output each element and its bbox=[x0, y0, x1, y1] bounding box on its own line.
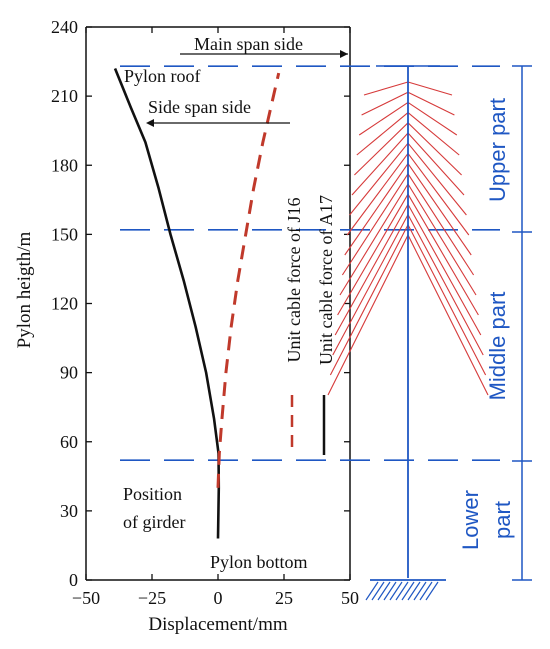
x-tick-label: 50 bbox=[341, 588, 359, 608]
cable-right bbox=[407, 173, 475, 276]
y-tick-label: 150 bbox=[51, 224, 78, 244]
hatch-mark bbox=[377, 581, 391, 601]
hatch-mark bbox=[401, 581, 415, 601]
ground-hatch bbox=[365, 581, 439, 601]
cable-left bbox=[358, 101, 409, 136]
cable-left bbox=[361, 91, 409, 116]
cable-right bbox=[407, 112, 460, 156]
hatch-mark bbox=[419, 581, 433, 601]
legend: Unit cable force of J16 Unit cable force… bbox=[284, 195, 336, 455]
cable-left bbox=[356, 112, 409, 156]
y-tick-label: 90 bbox=[60, 363, 78, 383]
cable-left bbox=[363, 81, 409, 96]
y-ticks: 0 30 60 90 120 150 180 210 240 bbox=[51, 17, 350, 590]
y-tick-label: 120 bbox=[51, 294, 78, 314]
hatch-mark bbox=[395, 581, 409, 601]
series-group bbox=[113, 67, 281, 539]
side-span-label: Side span side bbox=[148, 97, 251, 117]
pylon-bottom-label: Pylon bottom bbox=[210, 552, 308, 572]
cable-fan bbox=[327, 81, 489, 396]
cable-left bbox=[341, 173, 409, 276]
cable-left bbox=[346, 153, 409, 236]
cable-right bbox=[407, 204, 482, 336]
cable-left bbox=[337, 193, 409, 316]
cable-right bbox=[407, 214, 484, 356]
cable-right bbox=[407, 183, 477, 296]
cable-right bbox=[407, 163, 472, 256]
hatch-mark bbox=[413, 581, 427, 601]
cable-left bbox=[339, 183, 409, 296]
pylon-roof-label: Pylon roof bbox=[124, 66, 201, 86]
cable-right bbox=[407, 142, 467, 216]
hatch-mark bbox=[365, 581, 379, 601]
cable-left bbox=[351, 132, 409, 196]
cable-left bbox=[327, 234, 409, 396]
side-span-arrowhead bbox=[146, 119, 154, 127]
y-tick-label: 180 bbox=[51, 155, 78, 175]
y-tick-label: 210 bbox=[51, 86, 78, 106]
lower-part-label-line2: part bbox=[490, 501, 515, 539]
cable-left bbox=[334, 204, 409, 336]
lower-part-label-line1: Lower bbox=[458, 490, 483, 550]
y-tick-label: 60 bbox=[60, 432, 78, 452]
series-line-1 bbox=[216, 72, 281, 488]
y-tick-label: 0 bbox=[69, 570, 78, 590]
x-tick-label: −50 bbox=[72, 588, 100, 608]
cable-left bbox=[332, 214, 409, 356]
cable-right bbox=[407, 91, 455, 116]
cable-right bbox=[407, 81, 453, 96]
cable-right bbox=[407, 224, 487, 376]
x-tick-label: −25 bbox=[138, 588, 166, 608]
cable-left bbox=[354, 122, 409, 176]
legend-label-j16: Unit cable force of J16 bbox=[284, 198, 304, 363]
cable-left bbox=[329, 224, 409, 376]
cable-right bbox=[407, 101, 458, 136]
hatch-mark bbox=[383, 581, 397, 601]
main-span-label: Main span side bbox=[194, 34, 303, 54]
x-axis-label: Displacement/mm bbox=[148, 614, 288, 635]
y-tick-label: 30 bbox=[60, 501, 78, 521]
y-axis-label: Pylon heigth/m bbox=[14, 231, 35, 348]
main-span-arrowhead bbox=[340, 50, 348, 58]
cable-right bbox=[407, 193, 479, 316]
x-tick-label: 25 bbox=[275, 588, 293, 608]
hatch-mark bbox=[389, 581, 403, 601]
cable-right bbox=[407, 234, 489, 396]
pylon-diagram: Upper part Middle part Lower part bbox=[327, 65, 532, 601]
y-tick-label: 240 bbox=[51, 17, 78, 37]
position-label-line2: of girder bbox=[123, 512, 185, 532]
hatch-mark bbox=[371, 581, 385, 601]
cable-right bbox=[407, 153, 470, 236]
cable-left bbox=[344, 163, 409, 256]
x-ticks: −50 −25 0 25 50 bbox=[72, 27, 359, 608]
hatch-mark bbox=[407, 581, 421, 601]
x-tick-label: 0 bbox=[214, 588, 223, 608]
legend-label-a17: Unit cable force of A17 bbox=[316, 195, 336, 365]
cable-right bbox=[407, 122, 462, 176]
position-label-line1: Position bbox=[123, 484, 182, 504]
upper-part-label: Upper part bbox=[485, 98, 510, 202]
cable-left bbox=[349, 142, 409, 216]
middle-part-label: Middle part bbox=[485, 292, 510, 401]
hatch-mark bbox=[425, 581, 439, 601]
cable-right bbox=[407, 132, 465, 196]
series-line-0 bbox=[113, 67, 221, 539]
